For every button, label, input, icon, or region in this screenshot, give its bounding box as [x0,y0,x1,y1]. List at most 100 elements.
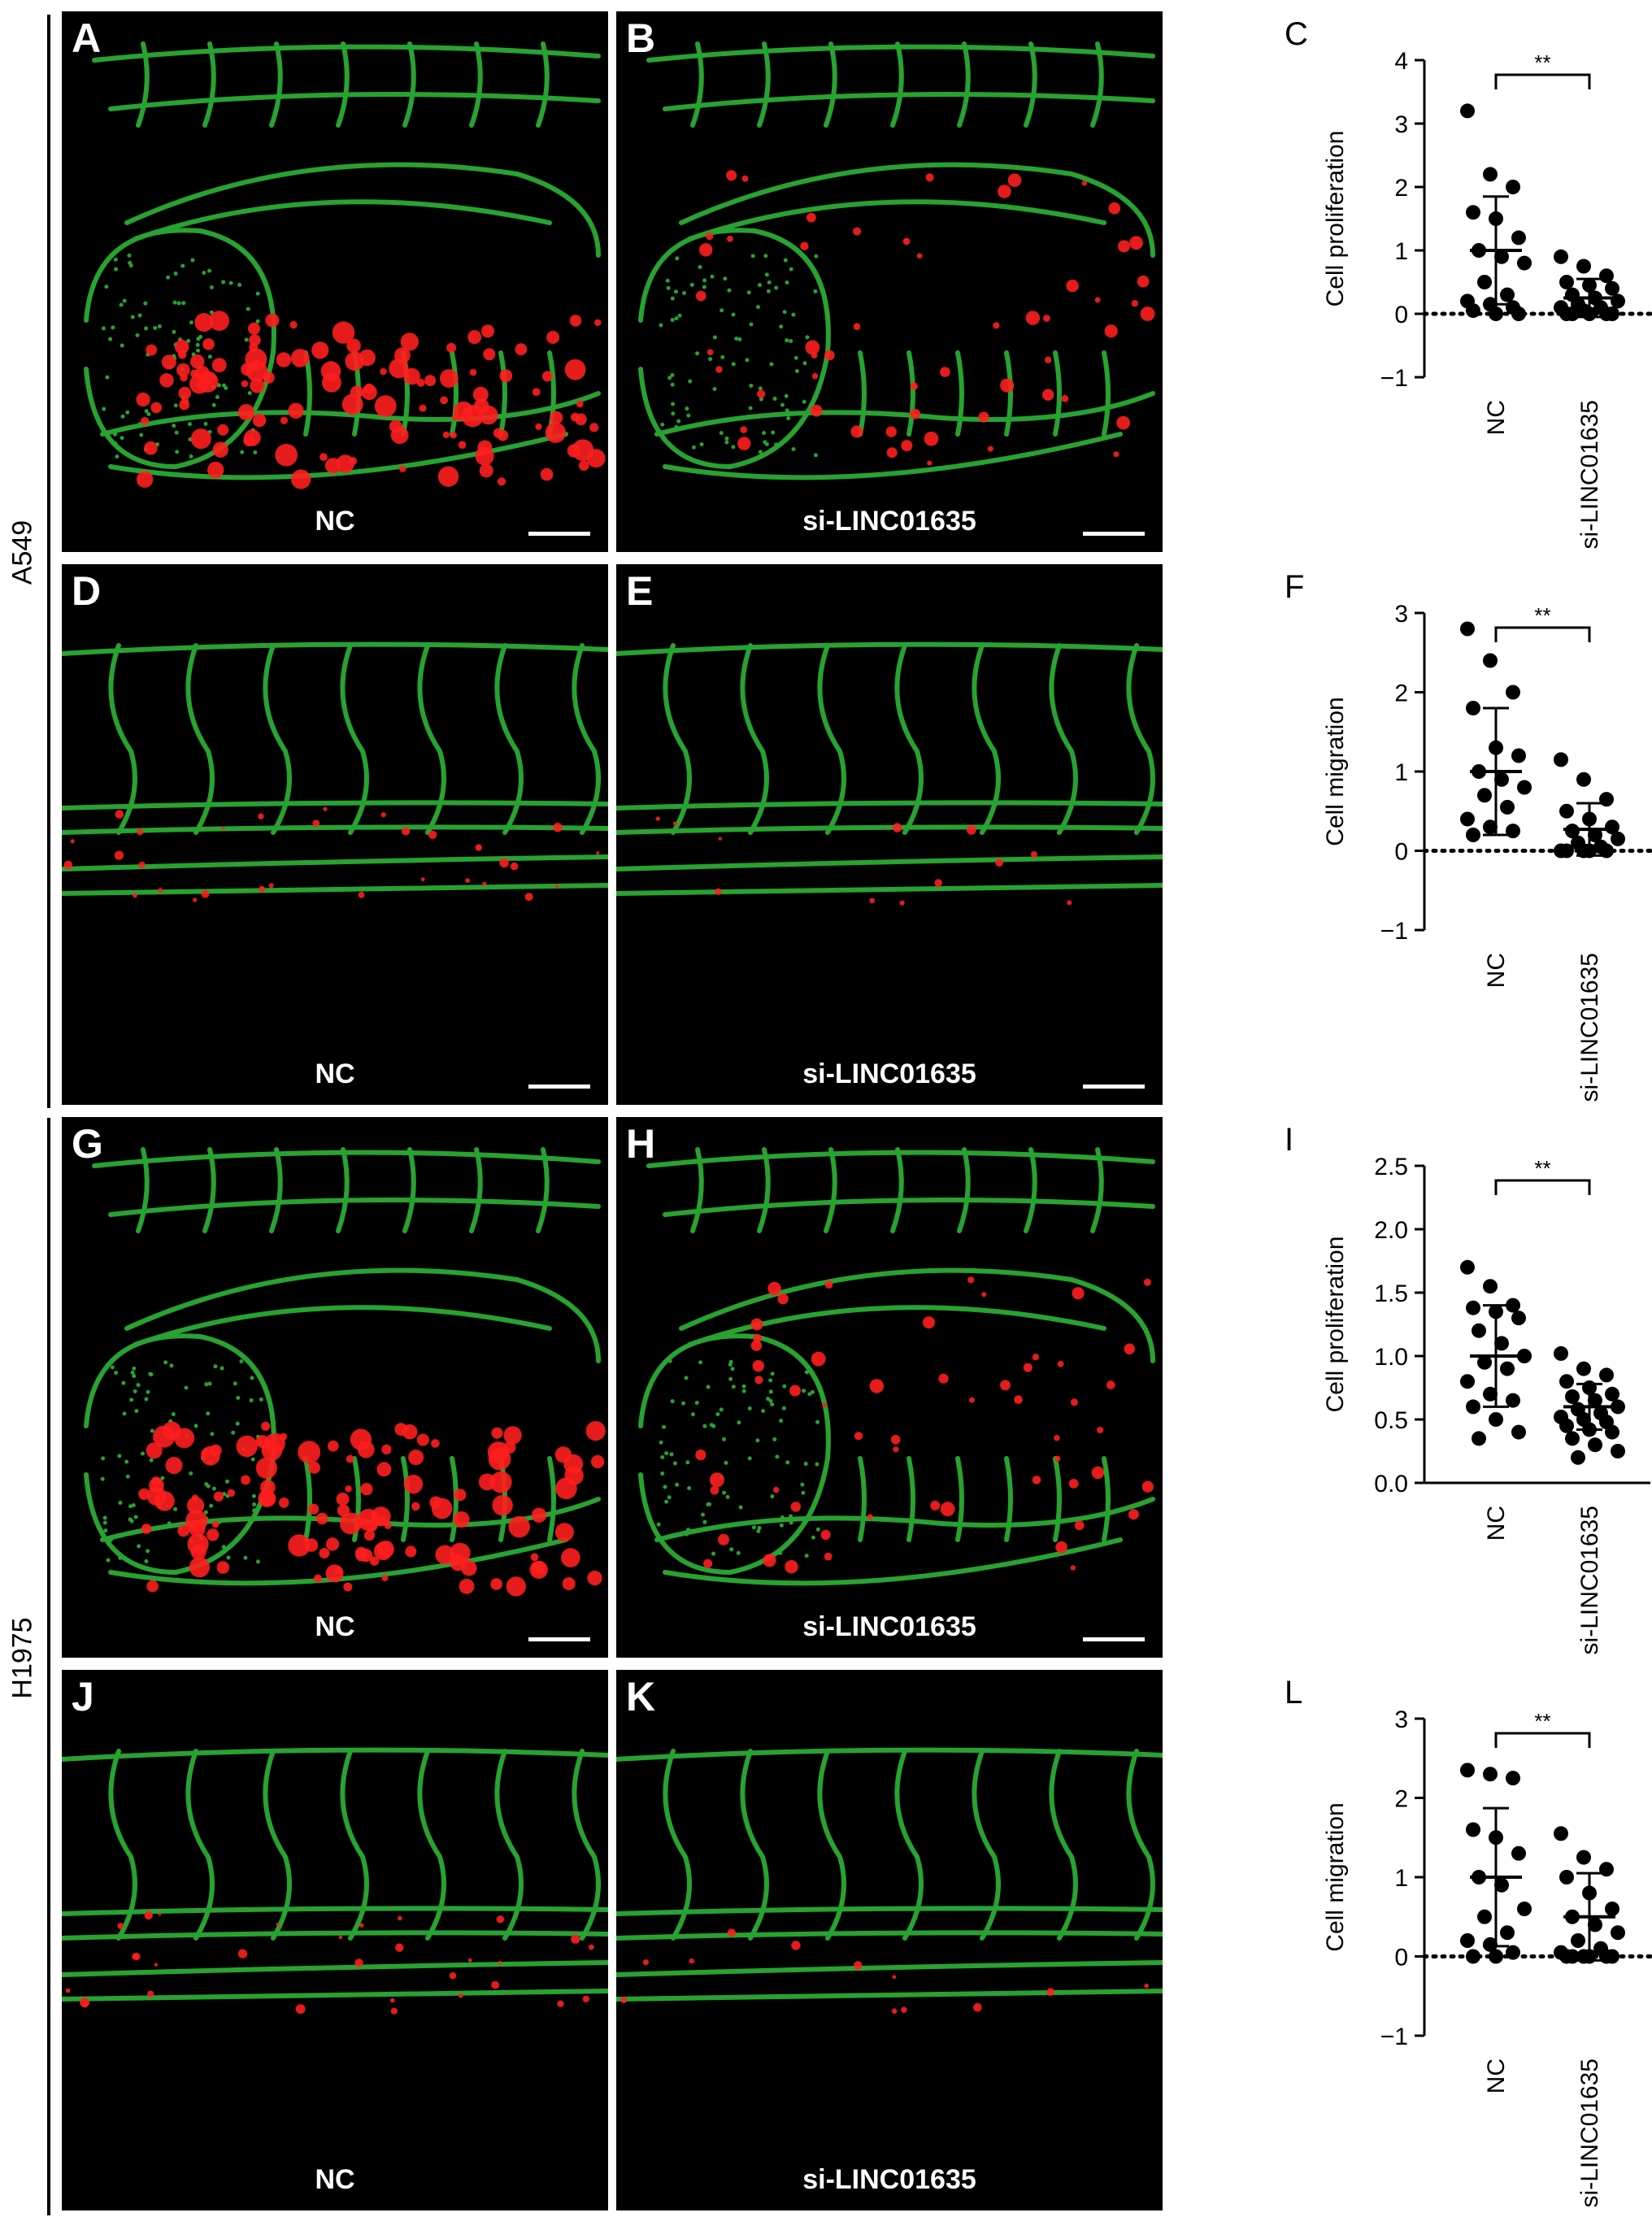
data-point [1477,1909,1492,1924]
data-point [1605,1949,1619,1964]
y-tick-label: 2 [1394,175,1408,202]
data-point [1605,306,1619,321]
y-tick-label: 1.0 [1374,1344,1408,1371]
data-point [1506,824,1520,839]
chart-l: L −1 0 1 2 3 Cell migration NC si-LINC01635 ** [1268,1670,1652,2223]
data-point [1460,1933,1475,1948]
significance-bracket [1494,73,1591,89]
y-tick-label: 4 [1394,48,1408,75]
data-point [1611,1399,1625,1415]
chart-f: F −1 0 1 2 3 Cell migration NC si-LINC01635 ** [1268,564,1652,1117]
data-point [1511,748,1526,763]
y-tick-label: 2.0 [1374,1217,1408,1244]
data-point [1605,280,1619,296]
data-point [1506,1771,1520,1786]
chart-letter: F [1285,569,1305,605]
y-tick-label: 0 [1394,302,1408,328]
condition-label: NC [315,2164,355,2195]
micrograph-image [62,1747,608,2015]
data-point [1559,843,1574,859]
data-point [1477,275,1492,289]
data-point [1559,803,1574,819]
data-point [1599,1862,1614,1877]
data-point [1506,685,1520,700]
h1975-group-bar [47,1118,50,2215]
data-point [1605,1386,1619,1402]
chart-letter: C [1285,16,1308,52]
data-point [1483,1279,1498,1294]
data-point [1588,1437,1602,1453]
y-axis-label: Cell migration [1322,697,1349,845]
data-point [1460,621,1475,637]
micrograph-image [616,641,1163,906]
a549-group-bar [47,15,50,1108]
data-point [1576,1850,1591,1865]
significance-label: ** [1534,603,1550,628]
data-point [1511,230,1526,246]
scale-bar [528,532,590,536]
data-point [1565,1431,1580,1446]
data-point [1611,1444,1625,1458]
y-tick-label: 3 [1394,601,1408,628]
data-point [1517,780,1532,795]
data-point [1460,811,1475,827]
significance-bracket [1494,1179,1591,1195]
group-label-h1975: H1975 [7,1617,38,1699]
significance-label: ** [1534,1156,1550,1180]
data-point [1489,1412,1503,1427]
data-point [1506,1945,1520,1960]
data-point [1506,1393,1520,1408]
data-point [1483,1767,1498,1782]
condition-label: si-LINC01635 [802,1058,976,1089]
data-point [1576,259,1591,274]
data-point [1477,788,1492,803]
data-point [1554,752,1568,767]
y-tick-label: 2.5 [1374,1154,1408,1180]
y-tick-label: −1 [1380,918,1408,945]
data-point [1466,1822,1480,1837]
data-point [1571,1450,1585,1465]
data-point [1605,1902,1619,1916]
y-tick-label: 0.0 [1374,1471,1408,1498]
y-axis-label: Cell proliferation [1322,1237,1349,1413]
data-point [1489,1949,1503,1964]
y-tick-label: 0 [1394,1945,1408,1971]
data-point [1588,1917,1602,1932]
data-point [1466,303,1480,319]
data-point [1565,1949,1580,1964]
data-point [1599,268,1614,284]
y-tick-label: 1 [1394,759,1408,786]
significance-bracket [1494,626,1591,642]
panel-letter: A [72,15,102,61]
chart-letter: I [1285,1122,1294,1158]
data-point [1511,1845,1526,1861]
data-point [1599,843,1614,859]
data-point [1489,306,1503,321]
chart-plot: −1 0 1 2 3 Cell migration NC si-LINC01635 ** [1322,1706,1652,2207]
x-category-label: NC [1483,400,1510,435]
data-point [1466,205,1480,220]
condition-label: NC [315,506,355,537]
data-point [1517,1902,1532,1916]
data-point [1506,180,1520,194]
data-point [1483,1937,1498,1952]
panel-letter: K [626,1674,656,1719]
data-point [1554,249,1568,264]
data-point [1588,828,1602,842]
data-point [1466,828,1480,842]
data-point [1460,1763,1475,1778]
data-point [1559,1870,1574,1884]
data-point [1466,1399,1480,1415]
data-point [1511,1311,1526,1326]
data-point [1611,293,1625,309]
data-point [1571,1933,1585,1948]
panel-letter: D [72,568,102,614]
y-tick-label: −1 [1380,365,1408,392]
data-point [1576,772,1591,787]
y-tick-label: 1 [1394,238,1408,265]
micrograph-image [84,1147,606,1597]
data-point [1511,1424,1526,1440]
condition-label: si-LINC01635 [802,2164,976,2195]
